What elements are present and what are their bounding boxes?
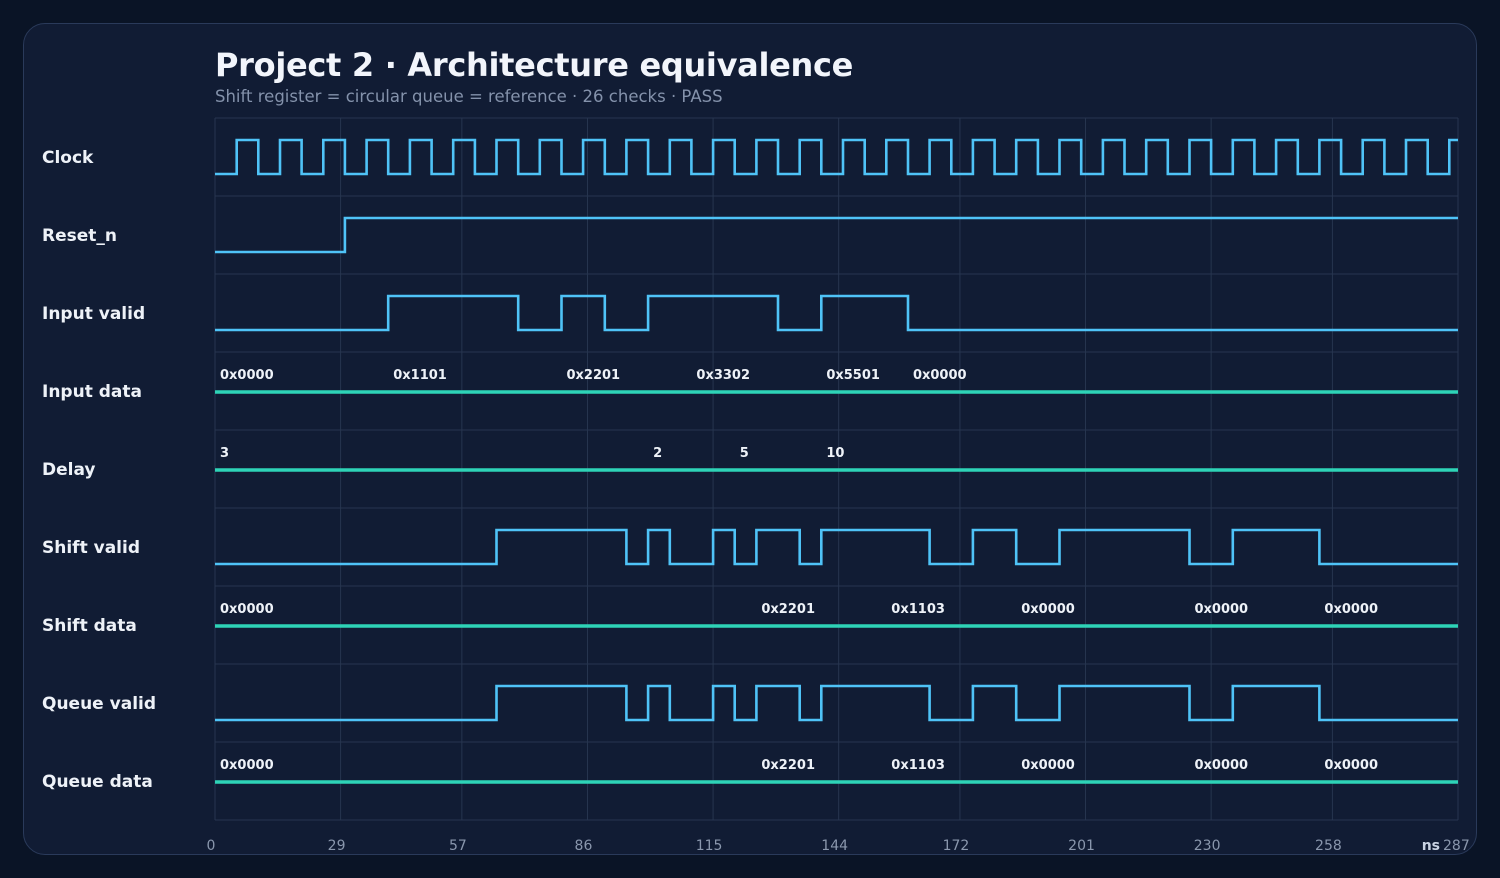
x-tick-label: 57 — [449, 838, 467, 854]
bus-value-label: 0x0000 — [913, 368, 967, 383]
page-title: Project 2 · Architecture equivalence — [215, 46, 854, 84]
signal-trace-queue-valid — [215, 684, 1458, 722]
x-unit-label: ns — [1422, 838, 1440, 854]
waveform-panel — [23, 23, 1477, 855]
signal-name-input-data: Input data — [42, 382, 142, 402]
bus-value-label: 0x0000 — [1021, 758, 1075, 773]
signal-name-input-valid: Input valid — [42, 304, 145, 324]
signal-name-queue-valid: Queue valid — [42, 694, 156, 714]
x-tick-label: 0 — [207, 838, 216, 854]
bus-value-label: 0x0000 — [220, 602, 274, 617]
signal-trace-clock — [215, 138, 1458, 176]
x-tick-label: 86 — [575, 838, 593, 854]
bus-value-label: 0x1103 — [891, 602, 945, 617]
signal-name-clock: Clock — [42, 148, 94, 168]
signal-name-shift-valid: Shift valid — [42, 538, 140, 558]
bus-value-label: 3 — [220, 446, 229, 461]
signal-name-reset-n: Reset_n — [42, 226, 117, 246]
signal-trace-reset-n — [215, 216, 1458, 254]
signal-names: Clock Reset_n Input valid Input data Delay Sh… — [42, 148, 156, 792]
x-tick-label: 144 — [821, 838, 848, 854]
page-subtitle: Shift register = circular queue = refere… — [215, 87, 723, 106]
bus-value-label: 0x0000 — [1324, 758, 1378, 773]
x-tick-label: 115 — [696, 838, 723, 854]
bus-value-label: 10 — [826, 446, 844, 461]
x-tick-label: 258 — [1315, 838, 1342, 854]
bus-value-label: 0x2201 — [761, 602, 815, 617]
bus-value-label: 5 — [740, 446, 749, 461]
x-tick-label: 230 — [1194, 838, 1221, 854]
bus-value-label: 0x0000 — [1194, 758, 1248, 773]
x-tick-label: 29 — [328, 838, 346, 854]
signal-name-shift-data: Shift data — [42, 616, 137, 636]
signal-trace-shift-valid — [215, 528, 1458, 566]
bus-value-label: 0x0000 — [1324, 602, 1378, 617]
bus-value-label: 2 — [653, 446, 662, 461]
signal-name-queue-data: Queue data — [42, 772, 153, 792]
signal-trace-input-valid — [215, 294, 1458, 332]
bus-value-label: 0x0000 — [220, 758, 274, 773]
bus-value-label: 0x5501 — [826, 368, 880, 383]
bus-value-label: 0x2201 — [761, 758, 815, 773]
x-tick-label: 172 — [943, 838, 970, 854]
bus-value-label: 0x1101 — [393, 368, 447, 383]
x-tick-label: 201 — [1068, 838, 1095, 854]
bus-value-label: 0x3302 — [696, 368, 750, 383]
bus-value-label: 0x1103 — [891, 758, 945, 773]
bus-value-label: 0x0000 — [1021, 602, 1075, 617]
bus-value-label: 0x2201 — [566, 368, 620, 383]
signal-traces: 0x0000 0x1101 0x2201 0x3302 0x5501 0x0000 3 2 5 1… — [215, 138, 1458, 784]
bus-value-label: 0x0000 — [1194, 602, 1248, 617]
signal-name-delay: Delay — [42, 460, 96, 480]
x-tick-label: 287 — [1443, 838, 1470, 854]
bus-value-label: 0x0000 — [220, 368, 274, 383]
